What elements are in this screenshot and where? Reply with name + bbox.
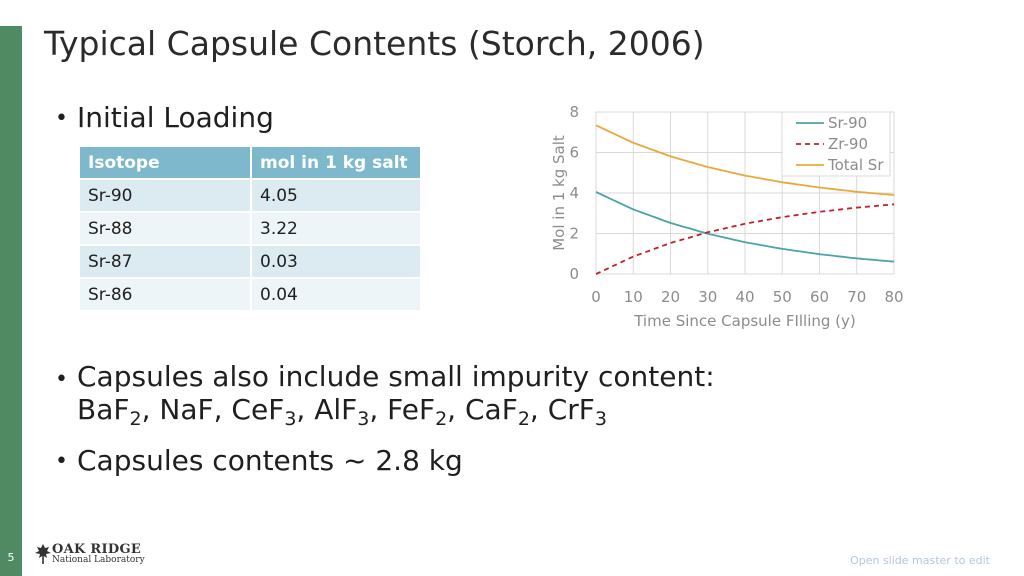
y-tick-label: 0 <box>569 265 579 283</box>
x-tick-label: 70 <box>847 288 866 306</box>
impurity-compound: BaF <box>77 393 130 426</box>
compound-subscript: 3 <box>284 408 297 430</box>
table-cell-mol: 0.04 <box>251 278 422 312</box>
table-row: Sr-86 0.04 <box>80 278 422 312</box>
series-line-total-sr <box>595 124 895 196</box>
compound-separator: , <box>213 393 232 426</box>
impurity-compound: NaF <box>159 393 214 426</box>
table-cell-mol: 4.05 <box>251 179 422 213</box>
table-cell-mol: 0.03 <box>251 245 422 279</box>
impurity-compound: CaF <box>464 393 518 426</box>
logo-line2: National Laboratory <box>52 555 145 565</box>
compound-subscript: 3 <box>357 408 370 430</box>
compound-separator: , <box>369 393 388 426</box>
impurity-compound: CeF <box>231 393 285 426</box>
bullet-impurities: • Capsules also include small impurity c… <box>55 360 715 429</box>
compound-subscript: 3 <box>594 408 607 430</box>
impurity-compound: AlF <box>314 393 358 426</box>
y-tick-label: 8 <box>569 103 579 121</box>
legend-label: Zr-90 <box>828 135 868 153</box>
x-tick-label: 60 <box>810 288 829 306</box>
compound-separator: , <box>141 393 160 426</box>
x-tick-label: 80 <box>884 288 903 306</box>
bullet-initial-loading: • Initial Loading <box>55 101 274 134</box>
footer-note: Open slide master to edit <box>850 554 990 567</box>
ornl-logo: OAK RIDGE National Laboratory <box>52 542 145 565</box>
bullet-capsule-contents: • Capsules contents ~ 2.8 kg <box>55 444 463 477</box>
y-axis-label: Mol in 1 kg Salt <box>550 135 568 251</box>
bullet-dot-icon: • <box>55 449 68 474</box>
legend-label: Total Sr <box>827 156 884 174</box>
compound-separator: , <box>447 393 465 426</box>
compound-subscript: 2 <box>435 408 448 430</box>
table-row: Sr-87 0.03 <box>80 245 422 279</box>
y-tick-label: 4 <box>569 184 579 202</box>
bullet-dot-icon: • <box>55 367 68 392</box>
bullet-text: Capsules contents ~ 2.8 kg <box>77 444 463 477</box>
x-tick-label: 40 <box>735 288 754 306</box>
side-accent-bar <box>0 26 22 576</box>
oak-tree-logo-icon <box>35 544 51 564</box>
table-header-row: Isotope mol in 1 kg salt <box>80 147 422 180</box>
isotope-table: Isotope mol in 1 kg salt Sr-90 4.05 Sr-8… <box>80 147 422 312</box>
x-tick-label: 50 <box>773 288 792 306</box>
compound-separator: , <box>296 393 315 426</box>
x-tick-label: 10 <box>624 288 643 306</box>
bullet-text: Initial Loading <box>77 101 274 134</box>
bullet-text: Capsules also include small impurity con… <box>77 360 715 393</box>
slide-title: Typical Capsule Contents (Storch, 2006) <box>44 24 705 63</box>
page-number: 5 <box>7 551 15 564</box>
series-line-sr-90 <box>595 191 895 263</box>
y-tick-label: 6 <box>569 144 579 162</box>
impurity-compound-list: BaF2, NaF, CeF3, AlF3, FeF2, CaF2, CrF3 <box>77 393 715 429</box>
impurity-compound: FeF <box>387 393 436 426</box>
table-cell-isotope: Sr-88 <box>80 212 252 246</box>
compound-subscript: 2 <box>129 408 142 430</box>
logo-line1: OAK RIDGE <box>52 542 142 557</box>
x-tick-label: 0 <box>591 288 601 306</box>
table-cell-isotope: Sr-87 <box>80 245 252 279</box>
legend-label: Sr-90 <box>828 114 867 132</box>
x-axis-label: Time Since Capsule FIlling (y) <box>633 312 856 330</box>
table-header-isotope: Isotope <box>80 147 252 180</box>
decay-line-chart: 0 10 20 30 40 50 60 70 80 0 2 4 6 8 Time Since Capsule… <box>550 103 904 330</box>
table-header-mol: mol in 1 kg salt <box>251 147 422 180</box>
table-cell-mol: 3.22 <box>251 212 422 246</box>
compound-separator: , <box>529 393 548 426</box>
x-tick-label: 30 <box>698 288 717 306</box>
impurity-compound: CrF <box>547 393 595 426</box>
compound-subscript: 2 <box>517 408 530 430</box>
table-row: Sr-88 3.22 <box>80 212 422 246</box>
x-tick-label: 20 <box>661 288 680 306</box>
series-line-zr-90 <box>595 203 895 275</box>
y-tick-label: 2 <box>569 225 579 243</box>
table-row: Sr-90 4.05 <box>80 179 422 213</box>
table-cell-isotope: Sr-86 <box>80 278 252 312</box>
bullet-dot-icon: • <box>55 106 68 131</box>
table-cell-isotope: Sr-90 <box>80 179 252 213</box>
